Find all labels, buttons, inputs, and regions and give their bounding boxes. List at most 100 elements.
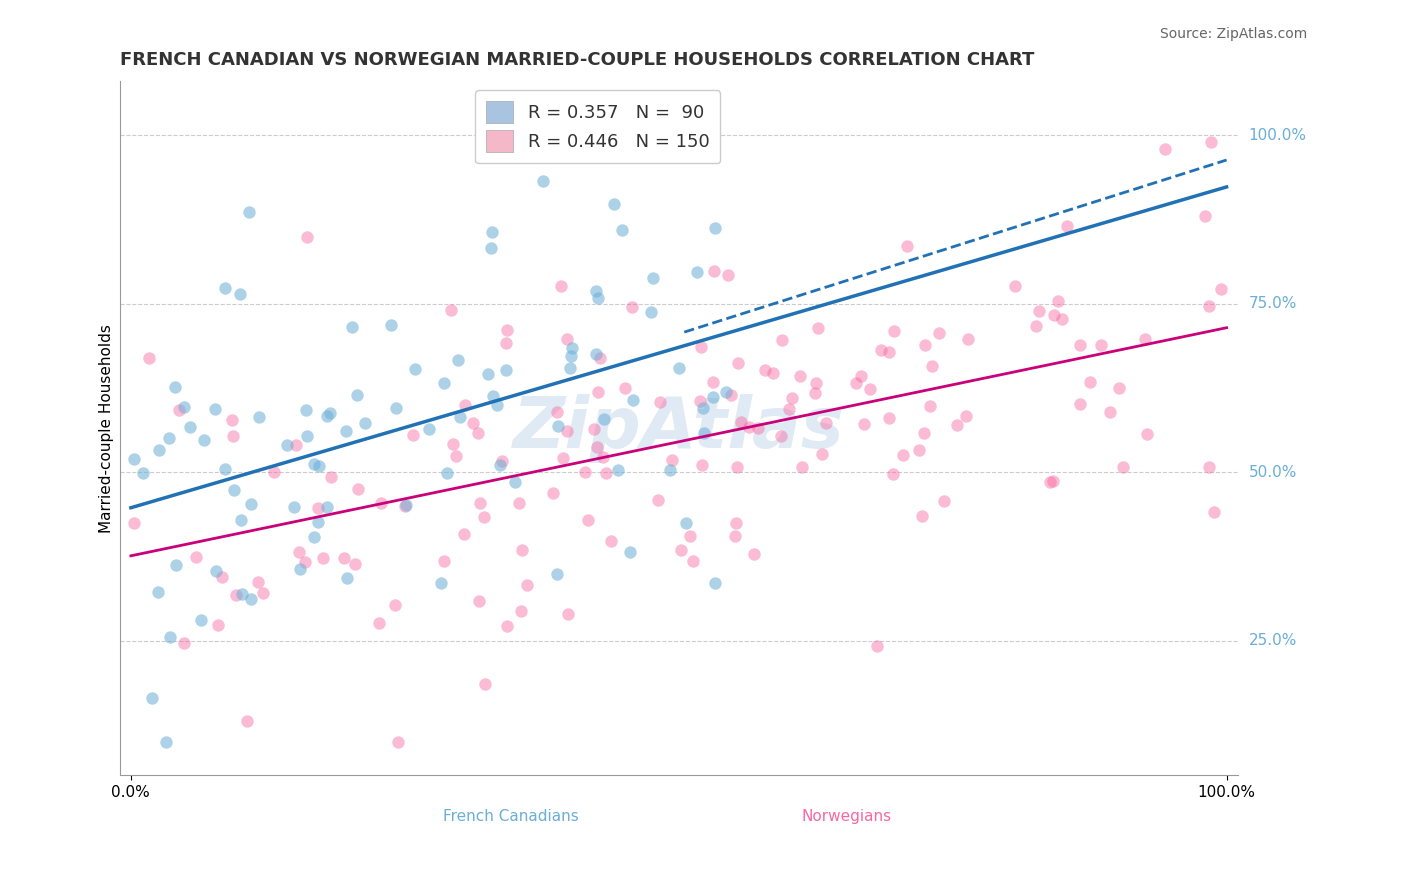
Point xyxy=(654,150,676,164)
Point xyxy=(669,543,692,558)
Point xyxy=(612,222,634,236)
Point xyxy=(891,448,914,462)
Point xyxy=(877,411,900,425)
Point xyxy=(720,388,742,402)
Point xyxy=(148,442,170,457)
Point xyxy=(877,345,900,359)
Point xyxy=(288,562,311,576)
Point xyxy=(354,416,377,430)
Point xyxy=(914,338,936,352)
Point xyxy=(295,429,318,443)
Point xyxy=(488,458,510,472)
Point xyxy=(433,553,456,567)
Point xyxy=(1056,219,1078,233)
Point xyxy=(516,577,538,591)
Point xyxy=(1154,142,1177,156)
Legend: R = 0.357   N =  90, R = 0.446   N = 150: R = 0.357 N = 90, R = 0.446 N = 150 xyxy=(475,90,720,163)
Point xyxy=(343,557,366,571)
Text: 50.0%: 50.0% xyxy=(1249,465,1296,480)
Point xyxy=(546,405,568,419)
Point xyxy=(315,409,337,424)
Point xyxy=(574,465,596,479)
Point xyxy=(550,278,572,293)
Point xyxy=(531,174,554,188)
Point xyxy=(380,318,402,332)
Point xyxy=(449,410,471,425)
Point xyxy=(312,550,335,565)
Text: ZipAtlas: ZipAtlas xyxy=(513,394,845,463)
Point xyxy=(167,403,190,417)
Point xyxy=(845,376,868,390)
Point xyxy=(1004,278,1026,293)
Point xyxy=(122,516,145,531)
Point xyxy=(769,428,792,442)
Point xyxy=(1078,375,1101,389)
Point xyxy=(585,285,607,299)
Point xyxy=(585,347,607,361)
Point xyxy=(214,462,236,476)
Point xyxy=(945,417,967,432)
Point xyxy=(146,585,169,599)
Point xyxy=(912,425,935,440)
Point xyxy=(1050,311,1073,326)
Point xyxy=(613,381,636,395)
Point xyxy=(661,453,683,467)
Point xyxy=(332,551,354,566)
Point xyxy=(263,465,285,479)
Point xyxy=(956,332,979,346)
Point xyxy=(561,341,583,355)
Point xyxy=(231,513,253,527)
Point xyxy=(730,415,752,429)
Point xyxy=(246,575,269,590)
Point xyxy=(918,399,941,413)
Point xyxy=(495,335,517,350)
Point xyxy=(340,320,363,334)
Point xyxy=(1133,332,1156,346)
Point xyxy=(762,366,785,380)
Point xyxy=(725,460,748,475)
Point xyxy=(159,631,181,645)
Point xyxy=(512,543,534,558)
Point xyxy=(294,555,316,569)
Text: 75.0%: 75.0% xyxy=(1249,296,1296,311)
Point xyxy=(866,639,889,653)
Point xyxy=(641,271,664,285)
Point xyxy=(384,598,406,612)
Point xyxy=(252,585,274,599)
Point xyxy=(441,436,464,450)
Point xyxy=(724,529,747,543)
Point xyxy=(744,547,766,561)
Point xyxy=(447,353,470,368)
Point xyxy=(811,446,834,460)
Point xyxy=(173,636,195,650)
Point xyxy=(908,443,931,458)
Point xyxy=(600,534,623,549)
Point xyxy=(727,356,749,370)
Point xyxy=(1194,209,1216,223)
Point xyxy=(370,496,392,510)
Point xyxy=(132,466,155,480)
Point xyxy=(368,615,391,630)
Point xyxy=(789,369,811,384)
Point xyxy=(593,412,616,426)
Point xyxy=(725,516,748,530)
Point xyxy=(1199,135,1222,149)
Point xyxy=(225,588,247,602)
Point xyxy=(231,586,253,600)
Point xyxy=(583,422,606,436)
Point xyxy=(295,402,318,417)
Point xyxy=(647,493,669,508)
Point xyxy=(704,575,727,590)
Point xyxy=(479,241,502,255)
Point xyxy=(211,569,233,583)
Point xyxy=(335,424,357,438)
Point xyxy=(193,434,215,448)
Point xyxy=(682,554,704,568)
Point xyxy=(692,401,714,415)
Point xyxy=(481,225,503,239)
Point xyxy=(689,394,711,409)
Point xyxy=(214,281,236,295)
Point xyxy=(1108,381,1130,395)
Point xyxy=(519,128,541,143)
Point xyxy=(675,516,697,530)
